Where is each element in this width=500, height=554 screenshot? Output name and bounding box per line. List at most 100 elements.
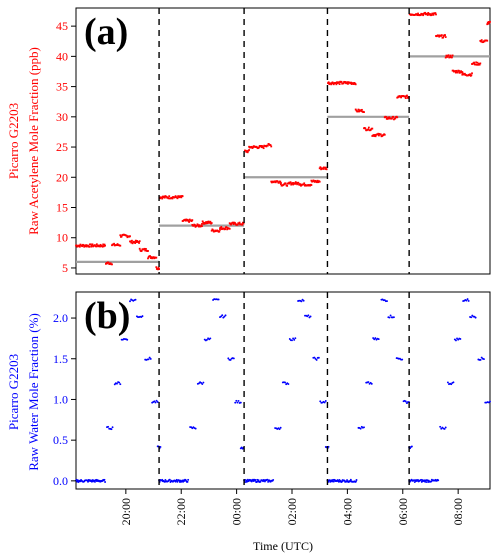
acetylene-point [280, 183, 282, 186]
acetylene-point [327, 81, 330, 84]
acetylene-point [222, 227, 225, 230]
acetylene-segment-4 [119, 233, 131, 239]
acetylene-segment-35 [461, 72, 473, 77]
acetylene-point [336, 81, 338, 84]
acetylene-point [210, 222, 213, 224]
acetylene-point [455, 69, 458, 72]
panel-a-ytick-label: 5 [62, 261, 68, 275]
acetylene-point [138, 242, 140, 244]
acetylene-point [404, 97, 407, 100]
acetylene-point [319, 166, 322, 169]
acetylene-point [284, 182, 287, 185]
acetylene-point [269, 144, 272, 147]
panel-b-plot-area [75, 292, 491, 489]
acetylene-point [250, 145, 253, 148]
x-tick-label: 00:00 [230, 498, 244, 525]
acetylene-segment-15 [228, 221, 245, 226]
water-point [410, 445, 413, 448]
acetylene-point [377, 134, 380, 137]
x-tick-label: 22:00 [174, 498, 188, 525]
acetylene-point [219, 227, 222, 229]
acetylene-point [473, 61, 475, 64]
water-point [149, 357, 152, 360]
acetylene-point [201, 223, 203, 225]
water-point [439, 425, 442, 428]
acetylene-point [150, 256, 153, 258]
acetylene-point [174, 195, 177, 198]
water-point [239, 401, 242, 404]
acetylene-point [352, 83, 355, 85]
acetylene-point [102, 243, 105, 246]
acetylene-point [140, 249, 143, 252]
water-point [323, 401, 326, 404]
acetylene-point [297, 181, 300, 184]
acetylene-point [138, 247, 141, 250]
water-point [319, 400, 322, 403]
water-point [459, 338, 462, 340]
water-point [116, 382, 118, 385]
panel-a-ytick-label: 35 [56, 80, 68, 94]
water-point [107, 425, 110, 428]
acetylene-point [429, 13, 432, 15]
acetylene-point [171, 197, 174, 200]
acetylene-point [325, 168, 328, 171]
acetylene-point [225, 226, 228, 228]
panel-b-ytick-label: 2.0 [53, 311, 68, 325]
water-point [272, 478, 275, 481]
water-point [372, 337, 375, 339]
acetylene-point [105, 262, 107, 265]
acetylene-point [377, 132, 380, 135]
water-point [292, 337, 295, 340]
water-point [259, 480, 262, 483]
water-point [224, 314, 227, 317]
acetylene-point [342, 82, 345, 85]
panel-a-ytick-label: 30 [56, 110, 68, 124]
acetylene-point [158, 268, 160, 270]
water-point [129, 300, 131, 303]
acetylene-point [458, 70, 460, 72]
acetylene-point [244, 149, 247, 152]
acetylene-point [344, 81, 347, 83]
water-point [450, 383, 453, 386]
acetylene-point [294, 181, 297, 183]
acetylene-point [81, 245, 84, 248]
water-point [355, 479, 358, 481]
acetylene-point [188, 218, 191, 221]
acetylene-point [120, 235, 123, 238]
water-point [110, 428, 113, 431]
water-point [465, 299, 468, 302]
water-point [94, 480, 96, 483]
acetylene-point [131, 242, 134, 245]
acetylene-point [442, 35, 445, 37]
acetylene-point [294, 182, 296, 185]
acetylene-point [178, 196, 181, 199]
acetylene-point [461, 71, 464, 73]
acetylene-segment-16 [244, 149, 250, 154]
panel-a-plot-area [75, 8, 491, 274]
acetylene-point [119, 234, 122, 237]
water-point [389, 314, 392, 317]
acetylene-point [232, 223, 235, 226]
acetylene-point [202, 221, 205, 224]
acetylene-point [324, 168, 327, 170]
acetylene-point [157, 268, 159, 271]
acetylene-point [195, 224, 198, 227]
panel-a-ytick-label: 45 [56, 19, 68, 33]
acetylene-point [192, 224, 195, 227]
acetylene-point [448, 56, 451, 59]
water-point [257, 479, 260, 482]
acetylene-point [460, 70, 462, 73]
water-point [446, 381, 449, 384]
acetylene-segment-7 [147, 255, 158, 260]
acetylene-point [266, 144, 269, 147]
acetylene-point [260, 146, 263, 149]
water-point [159, 446, 162, 448]
acetylene-point [125, 234, 128, 237]
water-point [313, 356, 316, 359]
acetylene-point [242, 222, 245, 225]
acetylene-point [446, 56, 448, 58]
acetylene-point [392, 115, 395, 118]
acetylene-point [396, 96, 399, 99]
acetylene-point [246, 151, 249, 154]
